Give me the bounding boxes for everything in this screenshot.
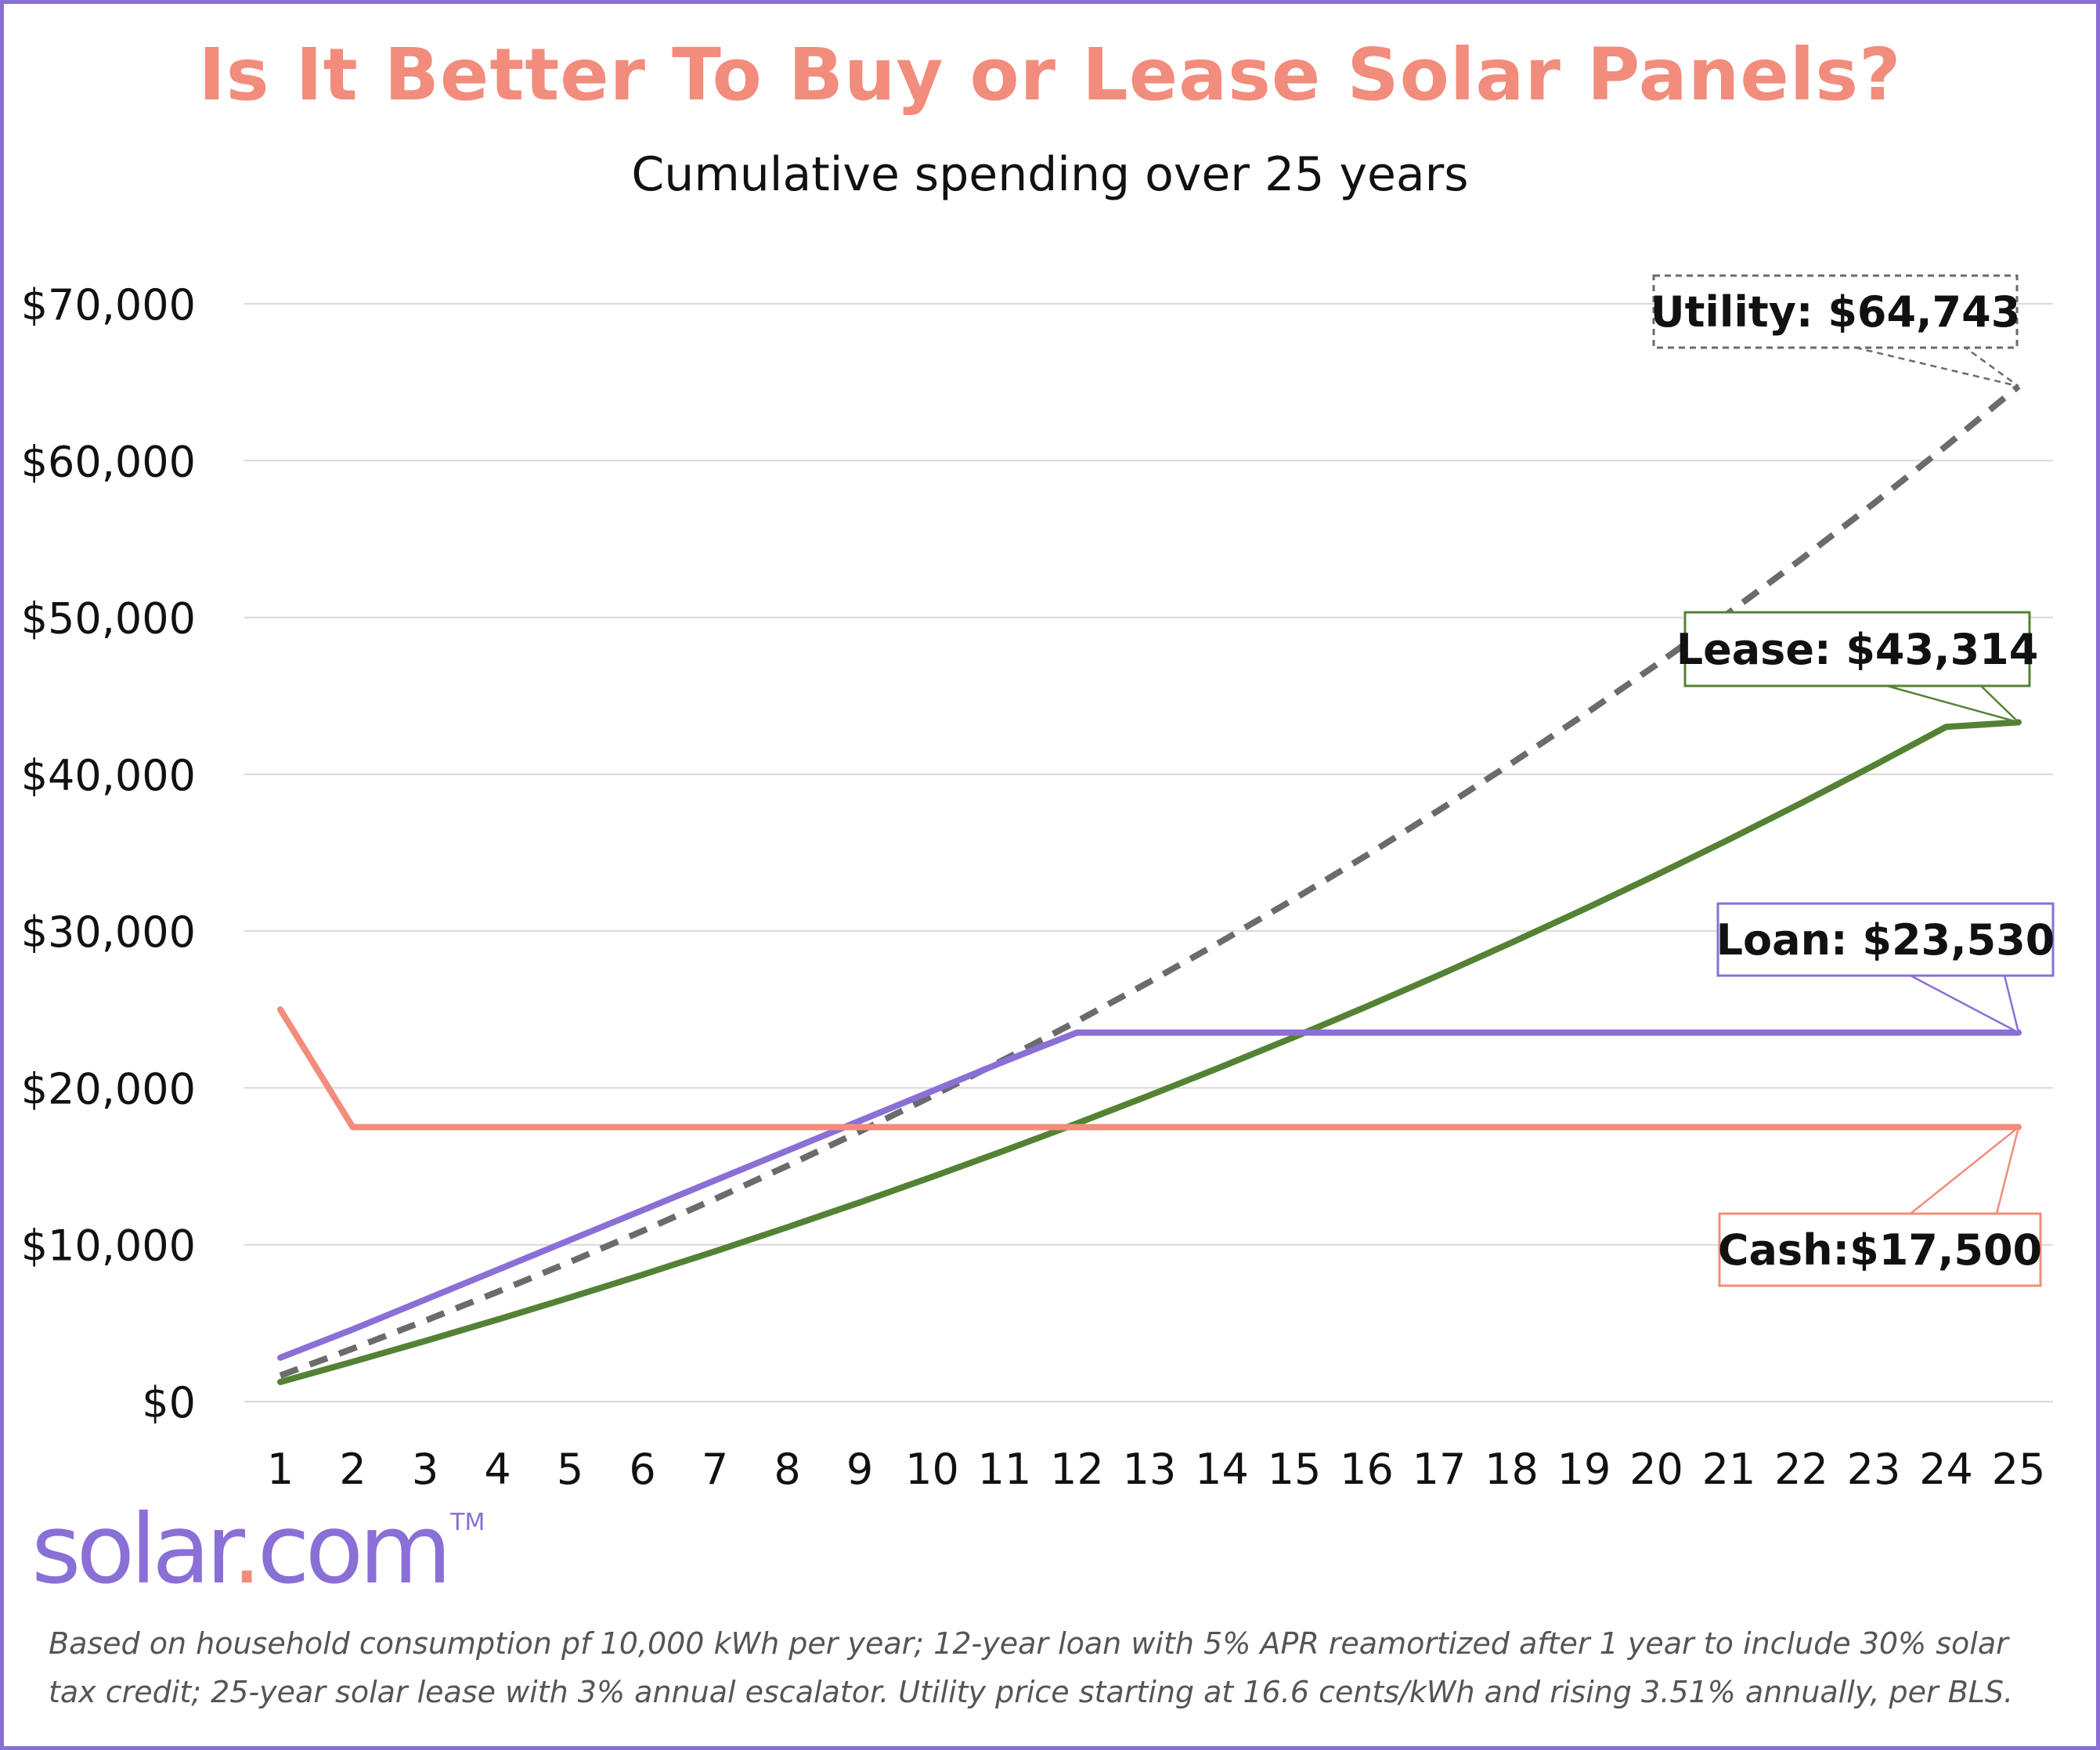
x-tick-label: 21 xyxy=(1702,1445,1756,1494)
x-tick-label: 14 xyxy=(1195,1445,1249,1494)
logo-tld: com xyxy=(257,1494,453,1605)
x-tick-label: 5 xyxy=(557,1445,583,1494)
callout-box-lease xyxy=(1683,611,2031,687)
x-tick-label: 8 xyxy=(774,1445,800,1494)
logo-word: solar xyxy=(31,1494,236,1605)
y-tick-label: $70,000 xyxy=(21,280,196,330)
x-tick-label: 3 xyxy=(412,1445,438,1494)
x-tick-label: 22 xyxy=(1774,1445,1828,1494)
x-tick-label: 17 xyxy=(1413,1445,1467,1494)
x-tick-label: 23 xyxy=(1847,1445,1901,1494)
solar-com-logo: solar.com TM xyxy=(31,1502,485,1597)
footnote: Based on household consumption pf 10,000… xyxy=(49,1626,2014,1709)
x-tick-label: 15 xyxy=(1268,1445,1322,1494)
logo-dot: . xyxy=(231,1494,262,1605)
y-tick-label: $40,000 xyxy=(21,751,196,800)
y-tick-label: $0 xyxy=(142,1378,196,1427)
chart-subtitle: Cumulative spending over 25 years xyxy=(631,147,1469,202)
y-tick-label: $60,000 xyxy=(21,437,196,486)
callout-pointer-loan xyxy=(1910,974,2020,1035)
callout-label-loan: Loan: $23,530 xyxy=(1716,915,2055,965)
series-line-loan xyxy=(277,1029,2022,1361)
x-tick-label: 12 xyxy=(1050,1445,1104,1494)
logo-trademark: TM xyxy=(450,1509,485,1536)
callout-label-lease: Lease: $43,314 xyxy=(1676,625,2039,674)
x-tick-label: 11 xyxy=(978,1445,1032,1494)
x-tick-label: 6 xyxy=(629,1445,655,1494)
callout-label-utility: Utility: $64,743 xyxy=(1651,287,2021,337)
x-tick-label: 1 xyxy=(267,1445,294,1494)
x-tick-label: 25 xyxy=(1992,1445,2046,1494)
callout-box-cash xyxy=(1718,1212,2042,1287)
series-line-cash xyxy=(277,1006,2022,1131)
series-line-lease xyxy=(277,719,2022,1385)
x-tick-label: 7 xyxy=(702,1445,728,1494)
x-tick-label: 10 xyxy=(905,1445,959,1494)
x-tick-label: 18 xyxy=(1485,1445,1539,1494)
x-tick-label: 4 xyxy=(484,1445,511,1494)
x-tick-label: 16 xyxy=(1340,1445,1394,1494)
callout-box-utility xyxy=(1652,274,2019,349)
callout-pointer-lease xyxy=(1886,684,2019,723)
x-tick-label: 24 xyxy=(1919,1445,1973,1494)
y-tick-label: $10,000 xyxy=(21,1221,196,1271)
y-tick-label: $50,000 xyxy=(21,594,196,644)
callout-box-loan xyxy=(1716,902,2055,977)
callout-pointer-utility xyxy=(1855,346,2019,388)
x-tick-label: 2 xyxy=(339,1445,366,1494)
x-tick-label: 13 xyxy=(1123,1445,1177,1494)
callout-label-cash: Cash:$17,500 xyxy=(1718,1225,2042,1275)
x-tick-label: 20 xyxy=(1629,1445,1683,1494)
x-tick-label: 9 xyxy=(846,1445,873,1494)
x-tick-label: 19 xyxy=(1557,1445,1611,1494)
y-tick-label: $20,000 xyxy=(21,1064,196,1113)
y-tick-label: $30,000 xyxy=(21,907,196,957)
callout-pointer-cash xyxy=(1910,1124,2021,1214)
chart-title: Is It Better To Buy or Lease Solar Panel… xyxy=(198,33,1902,117)
